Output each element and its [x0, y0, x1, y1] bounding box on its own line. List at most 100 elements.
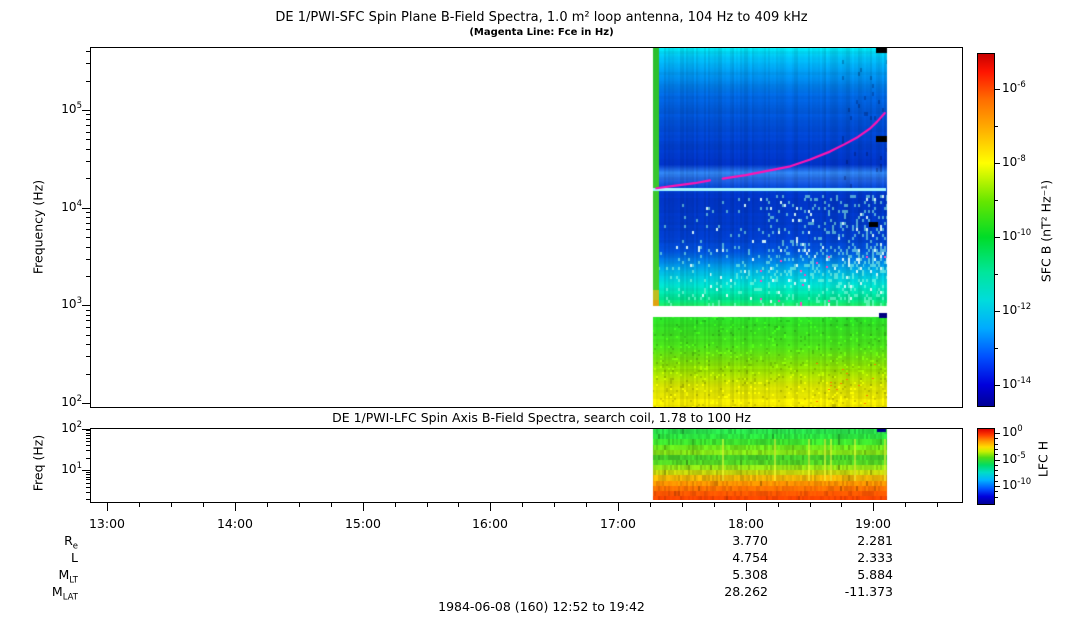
time-axis-minor-tick [458, 502, 459, 507]
lfc-colorbar-major-tick [994, 433, 1000, 434]
orbit-value-re-18: 3.770 [732, 533, 768, 548]
sfc-y-minor-tick [86, 276, 90, 277]
sfc-y-tick-label: 102 [61, 394, 82, 409]
sfc-y-minor-tick [86, 161, 90, 162]
sfc-y-minor-tick [86, 81, 90, 82]
orbit-value-re-19: 2.281 [857, 533, 893, 548]
sfc-colorbar-label: SFC B (nT² Hz⁻¹) [1038, 179, 1054, 283]
sfc-y-minor-tick [86, 335, 90, 336]
time-axis-minor-tick [778, 502, 779, 507]
orbit-label-mlat-text: MLAT [51, 584, 78, 603]
time-axis-label: 18:00 [727, 516, 765, 531]
lfc-colorbar-tick-label: 100 [1002, 424, 1023, 439]
time-axis-minor-tick [522, 502, 523, 507]
lfc-y-minor-tick [86, 441, 90, 442]
sfc-colorbar-major-tick [994, 163, 1000, 164]
lfc-y-minor-tick [86, 430, 90, 431]
lfc-y-minor-tick [86, 483, 90, 484]
orbit-label-mlt: MLT [20, 567, 78, 586]
lfc-colorbar [977, 428, 995, 505]
lfc-colorbar-minor-tick [994, 491, 998, 492]
lfc-colorbar-minor-tick [994, 470, 998, 471]
sfc-y-minor-tick [86, 344, 90, 345]
sfc-y-minor-tick [86, 132, 90, 133]
sfc-colorbar [977, 53, 995, 407]
lfc-y-axis-label: Freq (Hz) [30, 434, 46, 492]
time-axis-minor-tick [299, 502, 300, 507]
time-axis-minor-tick [203, 502, 204, 507]
time-axis-minor-tick [267, 502, 268, 507]
time-axis-minor-tick [650, 502, 651, 507]
time-axis-label: 17:00 [599, 516, 637, 531]
lfc-colorbar-tick-label: 10-10 [1002, 477, 1032, 492]
orbit-label-l: L [20, 550, 78, 565]
orbit-label-mlat: MLAT [20, 584, 78, 603]
orbit-label-re: Re [20, 533, 78, 552]
time-axis-major-tick [235, 502, 236, 511]
orbit-value-mlat-19: -11.373 [844, 584, 893, 599]
sfc-colorbar-minor-tick [994, 348, 998, 349]
sfc-y-minor-tick [86, 125, 90, 126]
orbit-value-l-18: 4.754 [732, 550, 768, 565]
sfc-y-minor-tick [86, 139, 90, 140]
sfc-y-major-tick [82, 110, 90, 111]
time-axis-minor-tick [554, 502, 555, 507]
sfc-y-minor-tick [86, 356, 90, 357]
lfc-y-major-tick [82, 429, 90, 430]
sfc-y-minor-tick [86, 320, 90, 321]
lfc-y-minor-tick [86, 477, 90, 478]
lfc-colorbar-minor-tick [994, 465, 998, 466]
orbit-label-re-text: Re [64, 533, 78, 552]
sfc-y-minor-tick [86, 374, 90, 375]
lfc-colorbar-major-tick [994, 486, 1000, 487]
sfc-y-tick-label: 105 [61, 101, 82, 116]
time-axis-label: 14:00 [216, 516, 254, 531]
lfc-colorbar-minor-tick [994, 497, 998, 498]
time-axis-major-tick [490, 502, 491, 511]
sfc-y-minor-tick [86, 212, 90, 213]
lfc-panel-title: DE 1/PWI-LFC Spin Axis B-Field Spectra, … [332, 410, 751, 425]
time-axis-major-tick [618, 502, 619, 511]
sfc-y-minor-tick [86, 310, 90, 311]
lfc-colorbar-major-tick [994, 460, 1000, 461]
orbit-label-l-text: L [71, 550, 78, 565]
sfc-colorbar-major-tick [994, 237, 1000, 238]
lfc-colorbar-tick-label: 10-5 [1002, 451, 1026, 466]
chart-subtitle: (Magenta Line: Fce in Hz) [469, 27, 614, 38]
sfc-colorbar-major-tick [994, 311, 1000, 312]
time-axis-label: 16:00 [471, 516, 509, 531]
sfc-y-minor-tick [86, 247, 90, 248]
orbit-value-mlat-18: 28.262 [724, 584, 768, 599]
sfc-y-minor-tick [86, 223, 90, 224]
lfc-y-minor-tick [86, 435, 90, 436]
sfc-colorbar-major-tick [994, 385, 1000, 386]
time-axis-minor-tick [682, 502, 683, 507]
time-axis-minor-tick [810, 502, 811, 507]
sfc-colorbar-minor-tick [994, 126, 998, 127]
time-axis-minor-tick [841, 502, 842, 507]
sfc-y-minor-tick [86, 178, 90, 179]
lfc-colorbar-minor-tick [994, 449, 998, 450]
time-axis-label: 13:00 [88, 516, 126, 531]
time-axis-minor-tick [171, 502, 172, 507]
sfc-y-minor-tick [86, 217, 90, 218]
sfc-colorbar-major-tick [994, 89, 1000, 90]
sfc-y-minor-tick [86, 149, 90, 150]
lfc-colorbar-minor-tick [994, 454, 998, 455]
time-axis-minor-tick [395, 502, 396, 507]
lfc-y-major-tick [82, 470, 90, 471]
lfc-y-minor-tick [86, 474, 90, 475]
orbit-value-mlt-19: 5.884 [857, 567, 893, 582]
time-axis-major-tick [363, 502, 364, 511]
sfc-colorbar-tick-label: 10-10 [1002, 228, 1032, 243]
time-axis-minor-tick [905, 502, 906, 507]
sfc-spectrogram-canvas [91, 48, 962, 407]
lfc-y-tick-label: 102 [61, 420, 82, 435]
sfc-y-major-tick [82, 305, 90, 306]
sfc-colorbar-minor-tick [994, 200, 998, 201]
lfc-y-minor-tick [86, 458, 90, 459]
sfc-y-minor-tick [86, 63, 90, 64]
sfc-y-tick-label: 104 [61, 199, 82, 214]
time-axis-minor-tick [586, 502, 587, 507]
